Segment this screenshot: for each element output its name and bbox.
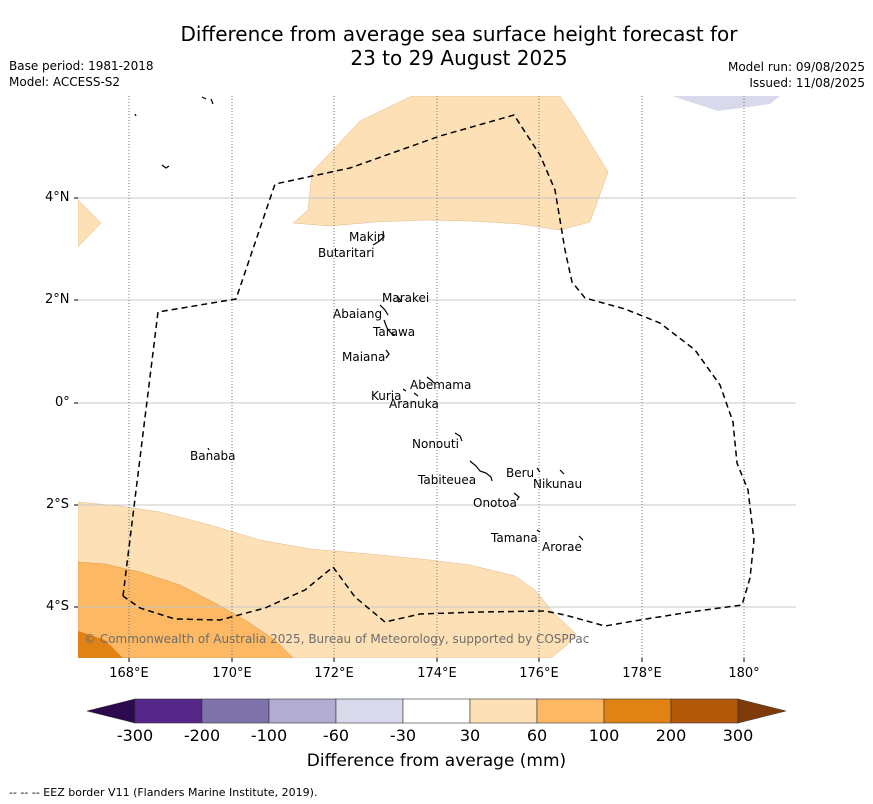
lat-label: 4°S <box>46 599 70 614</box>
arorae-outline <box>578 535 584 541</box>
meta-left: Base period: 1981-2018 Model: ACCESS-S2 <box>9 58 154 90</box>
lat-label: 0° <box>55 395 70 410</box>
makin-outline <box>372 230 385 246</box>
maiana-outline <box>385 349 390 359</box>
island-labels: Makin Butaritari Marakei Abaiang Tarawa … <box>190 230 582 554</box>
island-label: Abemama <box>410 378 471 392</box>
colorbar-tick: -60 <box>322 726 350 745</box>
lon-label: 178°E <box>622 666 662 681</box>
kuria-outline <box>402 388 407 392</box>
colorbar-segment <box>402 698 471 724</box>
island-label: Arorae <box>542 540 582 554</box>
anomaly-60-100-south <box>78 561 294 658</box>
abemama-outline <box>426 376 435 384</box>
colorbar-tick: 200 <box>655 726 687 745</box>
island-label: Kuria <box>371 389 402 403</box>
meta-right: Model run: 09/08/2025 Issued: 11/08/2025 <box>728 59 865 91</box>
colorbar-segment <box>268 698 337 724</box>
lon-label: 170°E <box>212 666 252 681</box>
lat-label: 2°N <box>45 292 70 307</box>
lat-label: 2°S <box>46 497 70 512</box>
banaba-outline <box>207 447 210 451</box>
x-ticks <box>128 658 745 662</box>
colorbar-segment <box>335 698 404 724</box>
top-left-islet <box>201 96 214 105</box>
eez-border <box>122 114 755 627</box>
island-label: Onotoa <box>473 496 517 510</box>
colorbar-segment <box>536 698 605 724</box>
lon-label: 180° <box>728 666 760 681</box>
island-label: Maiana <box>342 350 385 364</box>
island-label: Banaba <box>190 449 236 463</box>
colorbar-extend-high <box>737 698 787 724</box>
eez-note: -- -- -- EEZ border V11 (Flanders Marine… <box>9 786 318 799</box>
colorbar-tick: 300 <box>722 726 754 745</box>
lon-label: 174°E <box>417 666 457 681</box>
lon-label: 176°E <box>519 666 559 681</box>
island-label: Tarawa <box>372 325 415 339</box>
tamana-outline <box>536 529 541 533</box>
tarawa-outline <box>383 319 396 336</box>
lon-label: 172°E <box>314 666 354 681</box>
model-name: Model: ACCESS-S2 <box>9 75 121 89</box>
copyright-notice: © Commonwealth of Australia 2025, Bureau… <box>84 632 590 646</box>
colorbar-tick: -100 <box>250 726 288 745</box>
lon-gridlines <box>128 96 745 658</box>
y-ticks <box>74 197 78 608</box>
colorbar-segment <box>603 698 672 724</box>
anomaly-negative-northeast <box>672 96 780 111</box>
island-label: Abaiang <box>333 307 382 321</box>
colorbar-tick: -30 <box>389 726 417 745</box>
tabiteuea-outline <box>469 460 493 482</box>
colorbar <box>86 698 787 724</box>
base-period: Base period: 1981-2018 <box>9 59 154 73</box>
issued-date: Issued: 11/08/2025 <box>749 76 865 90</box>
beru-outline <box>536 467 541 473</box>
colorbar-extend-low <box>86 698 136 724</box>
aranuka-outline <box>413 392 419 397</box>
colorbar-segment <box>134 698 203 724</box>
island-label: Makin <box>349 230 385 244</box>
island-label: Marakei <box>382 291 429 305</box>
island-label: Butaritari <box>318 246 375 260</box>
island-label: Tabiteuea <box>417 473 476 487</box>
anomaly-30-60-west <box>78 199 102 248</box>
colorbar-tick: -300 <box>116 726 154 745</box>
map-area: Makin Butaritari Marakei Abaiang Tarawa … <box>78 96 796 658</box>
anomaly-30-60-north <box>292 96 609 231</box>
abaiang-outline <box>379 304 389 316</box>
island-label: Nikunau <box>533 477 582 491</box>
colorbar-tick: 30 <box>459 726 481 745</box>
nikunau-outline <box>559 469 565 475</box>
island-outlines <box>134 96 584 541</box>
marakei-outline <box>396 295 403 303</box>
colorbar-label: Difference from average (mm) <box>306 751 567 771</box>
colorbar-tick: -200 <box>183 726 221 745</box>
title-line-2: 23 to 29 August 2025 <box>350 46 568 70</box>
island-label: Aranuka <box>389 397 439 411</box>
colorbar-tick: 100 <box>588 726 620 745</box>
island-label: Tamana <box>490 531 538 545</box>
onotoa-outline <box>513 492 520 501</box>
colorbar-tick: 60 <box>526 726 548 745</box>
colorbar-segment <box>670 698 739 724</box>
anomaly-100-200-south <box>78 631 123 658</box>
island-label: Beru <box>506 466 534 480</box>
lat-label: 4°N <box>45 190 70 205</box>
island-label: Nonouti <box>412 437 459 451</box>
colorbar-segment <box>469 698 538 724</box>
title-line-1: Difference from average sea surface heig… <box>180 22 738 46</box>
colorbar-segment <box>201 698 270 724</box>
lon-label: 168°E <box>109 666 149 681</box>
nonouti-outline <box>454 432 463 442</box>
model-run: Model run: 09/08/2025 <box>727 60 865 74</box>
